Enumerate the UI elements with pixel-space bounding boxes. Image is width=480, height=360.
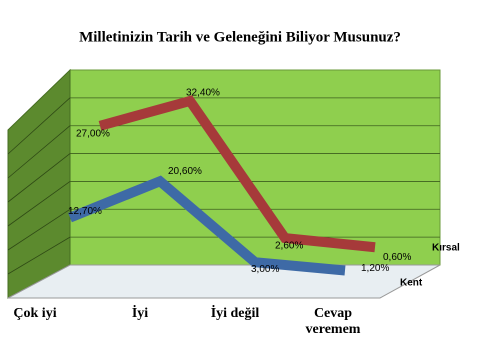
- wall-line: [7, 181, 71, 227]
- grid: [7, 97, 440, 275]
- back-wall: [69, 69, 441, 266]
- value-label: 1,20%: [361, 263, 389, 274]
- legend-label: Kent: [400, 278, 423, 289]
- side-wall: [7, 68, 71, 299]
- legend-label: Kırsal: [432, 243, 460, 254]
- value-label: 3,00%: [251, 264, 279, 275]
- x-tick-label: Çok iyi: [13, 306, 57, 321]
- x-tick-label: İyi değil: [210, 306, 260, 321]
- value-label: 32,40%: [186, 88, 220, 99]
- wall-line: [7, 125, 71, 179]
- wall-line: [7, 208, 71, 251]
- x-tick-label: Cevap veremem: [305, 306, 361, 337]
- x-tick-label: İyi: [131, 306, 149, 321]
- line-ribbon: [98, 95, 376, 253]
- line-ribbon: [68, 175, 346, 276]
- value-label: 2,60%: [275, 241, 303, 252]
- value-label: 20,60%: [168, 166, 202, 177]
- chart-title: Milletinizin Tarih ve Geleneğini Biliyor…: [79, 29, 401, 45]
- wall-line: [7, 97, 71, 155]
- wall-line: [7, 153, 71, 203]
- wall-line: [7, 236, 71, 275]
- value-label: 27,00%: [76, 128, 110, 139]
- value-label: 0,60%: [383, 252, 411, 263]
- value-label: 12,70%: [68, 206, 102, 217]
